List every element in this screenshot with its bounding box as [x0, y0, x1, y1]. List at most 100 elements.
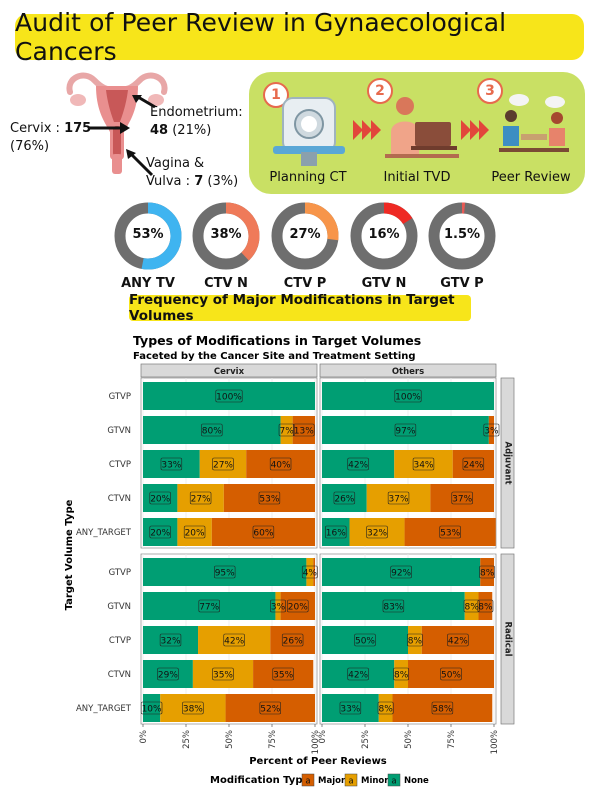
donut-name: ANY TV — [121, 276, 175, 291]
legend-label-none: None — [404, 776, 429, 786]
bar-segment-none — [143, 416, 281, 444]
step-number-2: 2 — [367, 78, 393, 104]
bar-segment-major — [488, 416, 494, 444]
workflow-panel: 1 2 3 Planning CT Initial TVD Peer Revie… — [249, 72, 585, 194]
donut-name: CTV P — [283, 276, 327, 291]
data-label: 16% — [326, 529, 346, 539]
bar-segment-major — [408, 660, 494, 688]
data-label: 34% — [413, 461, 433, 471]
bar-segment-major — [211, 518, 315, 546]
data-label-box — [347, 667, 369, 681]
data-label-box — [479, 565, 496, 579]
data-label-box — [451, 491, 473, 505]
endometrium-pct: (21%) — [172, 123, 212, 138]
data-label-box — [390, 565, 412, 579]
cervix-count: 175 — [64, 121, 92, 136]
page-title: Audit of Peer Review in Gynaecological C… — [15, 8, 507, 66]
page-title-banner: Audit of Peer Review in Gynaecological C… — [15, 8, 584, 66]
data-label: 95% — [215, 569, 235, 579]
vagina-stat: Vagina & Vulva : 7 (3%) — [146, 155, 238, 191]
chart-subtitle: Faceted by the Cancer Site and Treatment… — [133, 351, 416, 362]
donut-arc — [114, 202, 182, 270]
category-tick-label: GTVN — [107, 602, 131, 612]
donut-percent: 38% — [210, 227, 242, 242]
bar-segment-none — [322, 484, 367, 512]
bar-segment-minor — [394, 660, 408, 688]
data-label-box — [394, 423, 417, 437]
legend-title: Modification Type — [210, 775, 309, 786]
data-label: 26% — [283, 637, 303, 647]
endometrium-stat: Endometrium: 48 (21%) — [150, 104, 243, 140]
data-label: 20% — [288, 603, 308, 613]
data-label: 20% — [150, 495, 170, 505]
data-label: 8% — [478, 603, 493, 613]
bar-segment-minor — [160, 694, 226, 722]
facet-strip-label: Cervix — [214, 367, 245, 377]
data-label: 53% — [440, 529, 460, 539]
bar-segment-major — [404, 518, 496, 546]
bar-segment-minor — [280, 416, 293, 444]
data-label-box — [431, 701, 454, 715]
bar-segment-none — [143, 558, 307, 586]
vulva-label: Vulva : — [146, 174, 191, 189]
contouring-icon — [385, 97, 459, 158]
chevron-right-icon — [461, 120, 489, 140]
modification-types-chart: Types of Modifications in Target Volumes… — [64, 333, 515, 787]
data-label: 33% — [340, 705, 360, 715]
bar-segment-major — [292, 416, 315, 444]
facet-strip-row — [500, 553, 515, 725]
data-label-box — [440, 667, 462, 681]
data-label-box — [252, 525, 275, 539]
bar-segment-none — [322, 558, 481, 586]
frequency-banner-text: Frequency of Major Modifications in Targ… — [129, 292, 455, 324]
data-label: 42% — [348, 461, 368, 471]
data-label-box — [301, 565, 318, 579]
donut-percent: 53% — [132, 227, 164, 242]
data-label: 3% — [484, 427, 499, 437]
legend-label-major: Major — [318, 776, 346, 786]
data-label: 100% — [216, 393, 242, 403]
data-label: 50% — [355, 637, 375, 647]
data-label-box — [333, 491, 356, 505]
bar-segment-none — [322, 592, 465, 620]
data-label: 33% — [161, 461, 181, 471]
bar-segment-none — [143, 518, 178, 546]
bar-segment-none — [322, 382, 494, 410]
donut-arc — [271, 202, 339, 270]
data-label: 32% — [367, 529, 387, 539]
x-tick-label: 100% — [490, 730, 500, 754]
data-label: 37% — [452, 495, 472, 505]
x-tick-label: 0% — [318, 730, 328, 744]
data-label-box — [223, 633, 245, 647]
data-label-box — [149, 525, 171, 539]
anatomy-arrows — [88, 95, 156, 177]
bar-segment-major — [430, 484, 494, 512]
category-tick-label: CTVP — [109, 636, 131, 646]
bar-segment-none — [322, 518, 350, 546]
data-label: 20% — [185, 529, 205, 539]
data-label: 97% — [395, 427, 415, 437]
donut-percent: 1.5% — [443, 227, 481, 242]
bar-segment-major — [392, 694, 493, 722]
category-tick-label: CTVN — [108, 670, 131, 680]
x-tick-label: 75% — [268, 730, 278, 749]
facet-strip-column — [140, 363, 318, 378]
data-label-box — [201, 423, 223, 437]
data-label: 35% — [273, 671, 293, 681]
data-label-box — [272, 667, 294, 681]
data-label: 80% — [202, 427, 222, 437]
bar-segment-major — [270, 626, 315, 654]
bar-segment-minor — [177, 484, 224, 512]
data-label: 58% — [432, 705, 452, 715]
bar-segment-minor — [275, 592, 281, 620]
bar-segment-minor — [177, 518, 212, 546]
data-label: 77% — [199, 603, 219, 613]
data-label: 40% — [271, 461, 291, 471]
bar-segment-minor — [192, 660, 254, 688]
data-label: 50% — [441, 671, 461, 681]
data-label-box — [377, 701, 394, 715]
data-label-box — [339, 701, 362, 715]
bar-segment-minor — [408, 626, 422, 654]
bar-segment-minor — [464, 592, 479, 620]
data-label-box — [269, 457, 292, 471]
